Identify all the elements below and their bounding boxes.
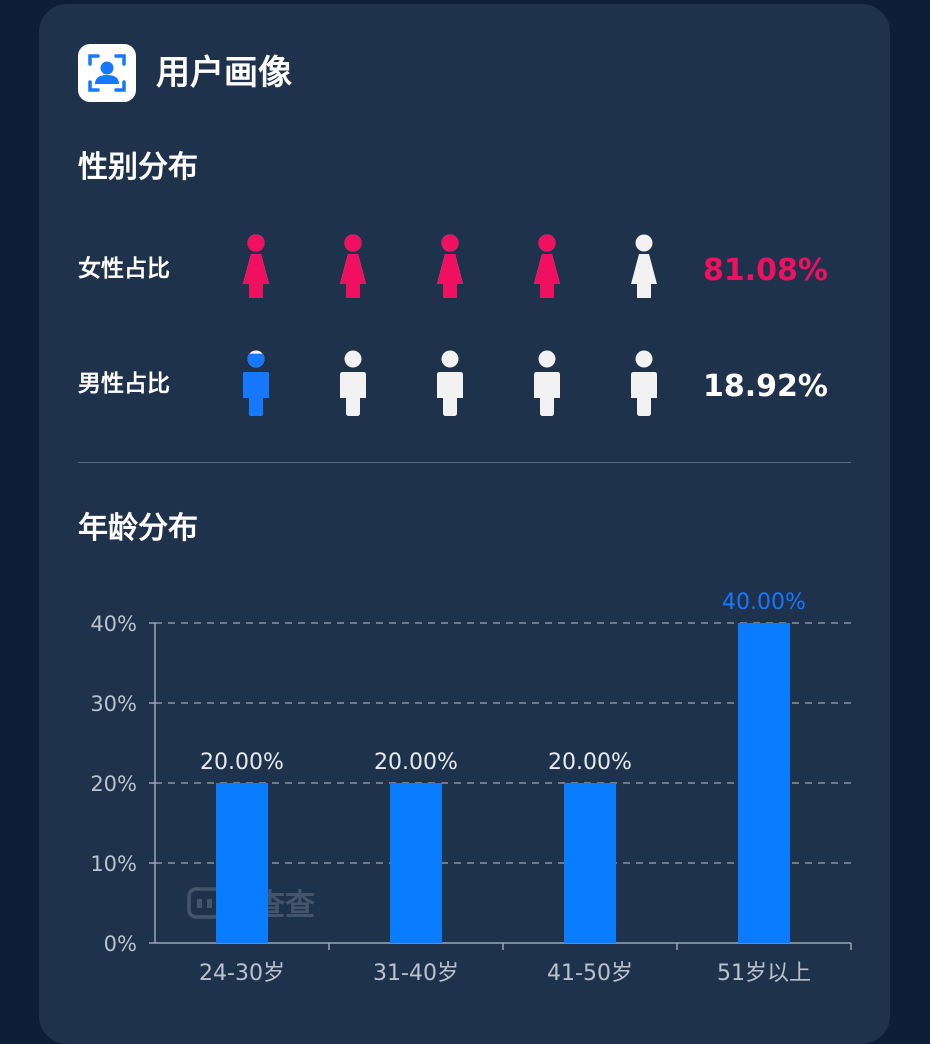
- female-person-icon: [534, 234, 560, 298]
- bar: [564, 783, 616, 943]
- male-ratio-label: 男性占比: [78, 371, 170, 397]
- x-tick-label: 51岁以上: [717, 961, 811, 986]
- age-section-title: 年龄分布: [78, 511, 198, 546]
- male-person-icon: [631, 350, 657, 416]
- section-divider: [78, 462, 851, 463]
- female-person-icon: [340, 234, 366, 298]
- age-bar-chart: 抖查查0%10%20%30%40%20.00%24-30岁20.00%31-40…: [90, 590, 852, 986]
- male-person-icon: [243, 350, 269, 416]
- data-label: 20.00%: [374, 750, 458, 775]
- y-tick-label: 40%: [90, 612, 137, 636]
- bar: [738, 623, 790, 943]
- x-tick-label: 41-50岁: [547, 961, 633, 986]
- male-ratio-value: 18.92%: [703, 369, 828, 404]
- page-title: 用户画像: [156, 53, 292, 93]
- bar: [390, 783, 442, 943]
- male-person-icon: [340, 350, 366, 416]
- user-portrait-icon: [78, 44, 136, 102]
- x-tick-label: 24-30岁: [199, 961, 285, 986]
- male-person-icon: [437, 350, 463, 416]
- data-label: 40.00%: [722, 590, 806, 615]
- y-tick-label: 0%: [104, 932, 137, 956]
- x-tick-label: 31-40岁: [373, 961, 459, 986]
- female-ratio-value: 81.08%: [703, 253, 828, 288]
- female-ratio-label: 女性占比: [78, 256, 170, 282]
- female-person-icon: [437, 234, 463, 298]
- y-tick-label: 20%: [90, 772, 137, 796]
- gender-section-title: 性别分布: [78, 150, 198, 185]
- user-portrait-card: 用户画像 性别分布 女性占比 81.08% 男性占比 18.92% 年龄分布 抖…: [39, 4, 890, 1044]
- y-tick-label: 30%: [90, 692, 137, 716]
- male-person-icon: [534, 350, 560, 416]
- female-person-icon: [243, 234, 269, 298]
- data-label: 20.00%: [548, 750, 632, 775]
- bar: [216, 783, 268, 943]
- data-label: 20.00%: [200, 750, 284, 775]
- y-tick-label: 10%: [90, 852, 137, 876]
- female-person-icon: [631, 234, 657, 298]
